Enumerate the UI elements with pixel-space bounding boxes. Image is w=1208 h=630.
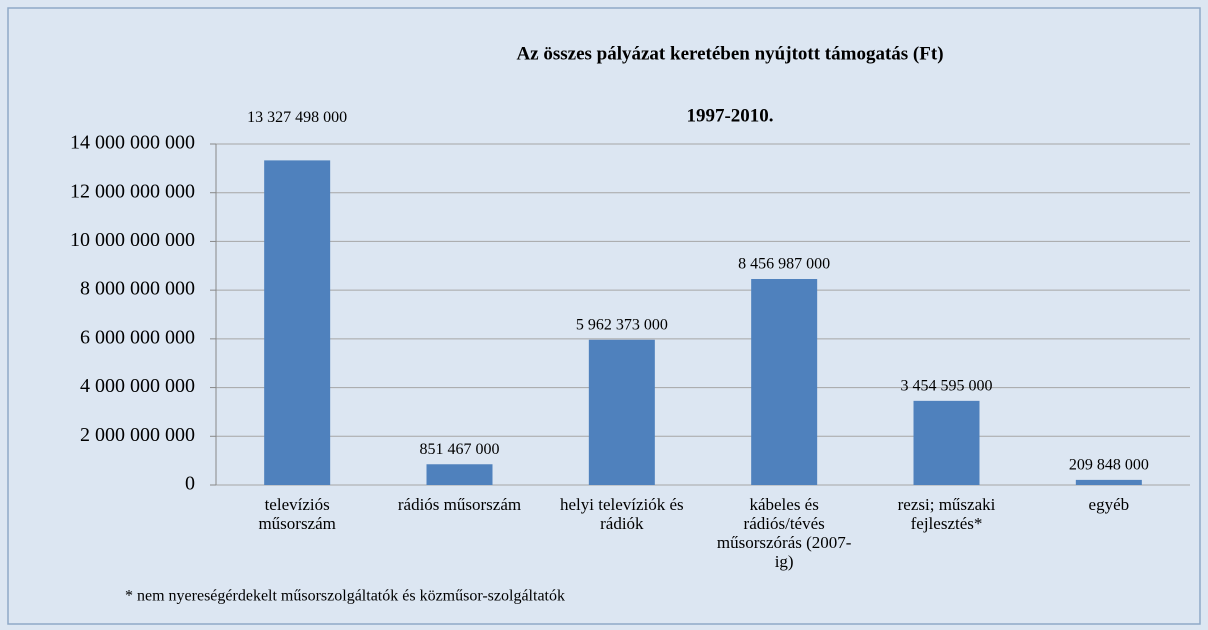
bar: [913, 400, 980, 485]
chart-title: Az összes pályázat keretében nyújtott tá…: [516, 43, 943, 64]
value-label: 851 467 000: [420, 441, 500, 458]
y-tick-label: 6 000 000 000: [80, 326, 195, 348]
bar: [588, 339, 655, 485]
y-tick-label: 0: [185, 473, 195, 495]
value-label: 13 327 498 000: [247, 109, 347, 126]
y-tick-label: 12 000 000 000: [70, 180, 195, 202]
y-tick-label: 14 000 000 000: [70, 132, 195, 154]
y-tick-label: 10 000 000 000: [70, 229, 195, 251]
bar: [426, 464, 493, 485]
x-tick-label: helyi televíziók és rádiók: [559, 495, 684, 533]
x-tick-label: egyéb: [1088, 495, 1130, 514]
y-tick-label: 8 000 000 000: [80, 278, 195, 300]
bar: [751, 279, 818, 485]
footnote: * nem nyereségérdekelt műsorszolgáltatók…: [125, 588, 565, 605]
value-label: 8 456 987 000: [738, 256, 830, 273]
x-tick-label: kábeles és rádiós/tévés műsorszórás (200…: [716, 495, 852, 571]
value-label: 3 454 595 000: [901, 378, 993, 395]
x-tick-label: rádiós műsorszám: [397, 495, 522, 514]
x-tick-label: televíziós műsorszám: [258, 495, 336, 533]
y-tick-label: 2 000 000 000: [80, 424, 195, 446]
bar: [264, 160, 331, 485]
border: [7, 7, 1201, 625]
bar: [1075, 479, 1142, 485]
chart-subtitle: 1997-2010.: [686, 105, 773, 126]
y-tick-label: 4 000 000 000: [80, 375, 195, 397]
value-label: 209 848 000: [1069, 457, 1149, 474]
x-tick-label: rezsi; műszaki fejlesztés*: [897, 495, 996, 533]
value-label: 5 962 373 000: [576, 316, 668, 333]
